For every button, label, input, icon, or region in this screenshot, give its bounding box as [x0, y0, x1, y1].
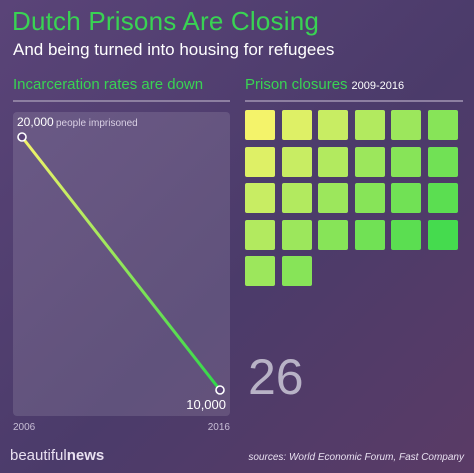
closure-square: [245, 219, 275, 250]
closure-square: [428, 183, 458, 214]
brand-logo-light: beautiful: [10, 447, 67, 464]
series-line: [20, 136, 222, 391]
closures-heading-years: 2009-2016: [351, 80, 405, 92]
closure-square: [318, 110, 349, 140]
closure-square: [281, 183, 312, 214]
closure-square: [245, 183, 275, 214]
closure-square: [391, 146, 422, 177]
incarceration-heading: Incarceration rates are down: [13, 76, 204, 93]
closure-square: [245, 146, 275, 177]
closure-square: [318, 146, 349, 177]
incarceration-heading-divider: [13, 100, 230, 102]
closure-square: [354, 183, 385, 214]
closures-heading: Prison closures 2009-2016: [245, 76, 404, 100]
closure-square: [428, 146, 458, 177]
data-point-0: [17, 132, 27, 142]
data-label-start-suffix: people imprisoned: [56, 118, 138, 129]
closures-heading-divider: [245, 100, 463, 102]
brand-logo: beautifulnews: [10, 447, 104, 464]
closure-square: [391, 219, 422, 250]
brand-logo-bold: news: [66, 447, 105, 464]
closure-square: [354, 219, 385, 250]
closure-square: [354, 146, 385, 177]
data-label-start: 20,000: [17, 115, 54, 129]
closure-square: [281, 146, 312, 177]
closure-square: [245, 256, 275, 287]
closure-square: [318, 183, 349, 214]
closures-total: 26: [248, 349, 304, 405]
closure-square: [245, 110, 275, 140]
closure-square: [281, 219, 312, 250]
closures-heading-label: Prison closures: [245, 76, 348, 93]
x-tick-label: 2016: [208, 422, 231, 433]
x-tick-label: 2006: [13, 422, 36, 433]
closure-square: [391, 183, 422, 214]
sources-note: sources: World Economic Forum, Fast Comp…: [248, 452, 464, 463]
closure-square: [354, 110, 385, 140]
closure-square: [391, 110, 422, 140]
page-subtitle: And being turned into housing for refuge…: [13, 40, 335, 59]
closure-square: [428, 110, 458, 140]
page-title: Dutch Prisons Are Closing: [12, 6, 320, 36]
closure-square: [428, 219, 458, 250]
closure-square: [281, 110, 312, 140]
closure-square: [281, 256, 312, 287]
closure-square: [318, 219, 349, 250]
data-label-end: 10,000: [186, 397, 226, 412]
data-point-1: [215, 385, 225, 395]
